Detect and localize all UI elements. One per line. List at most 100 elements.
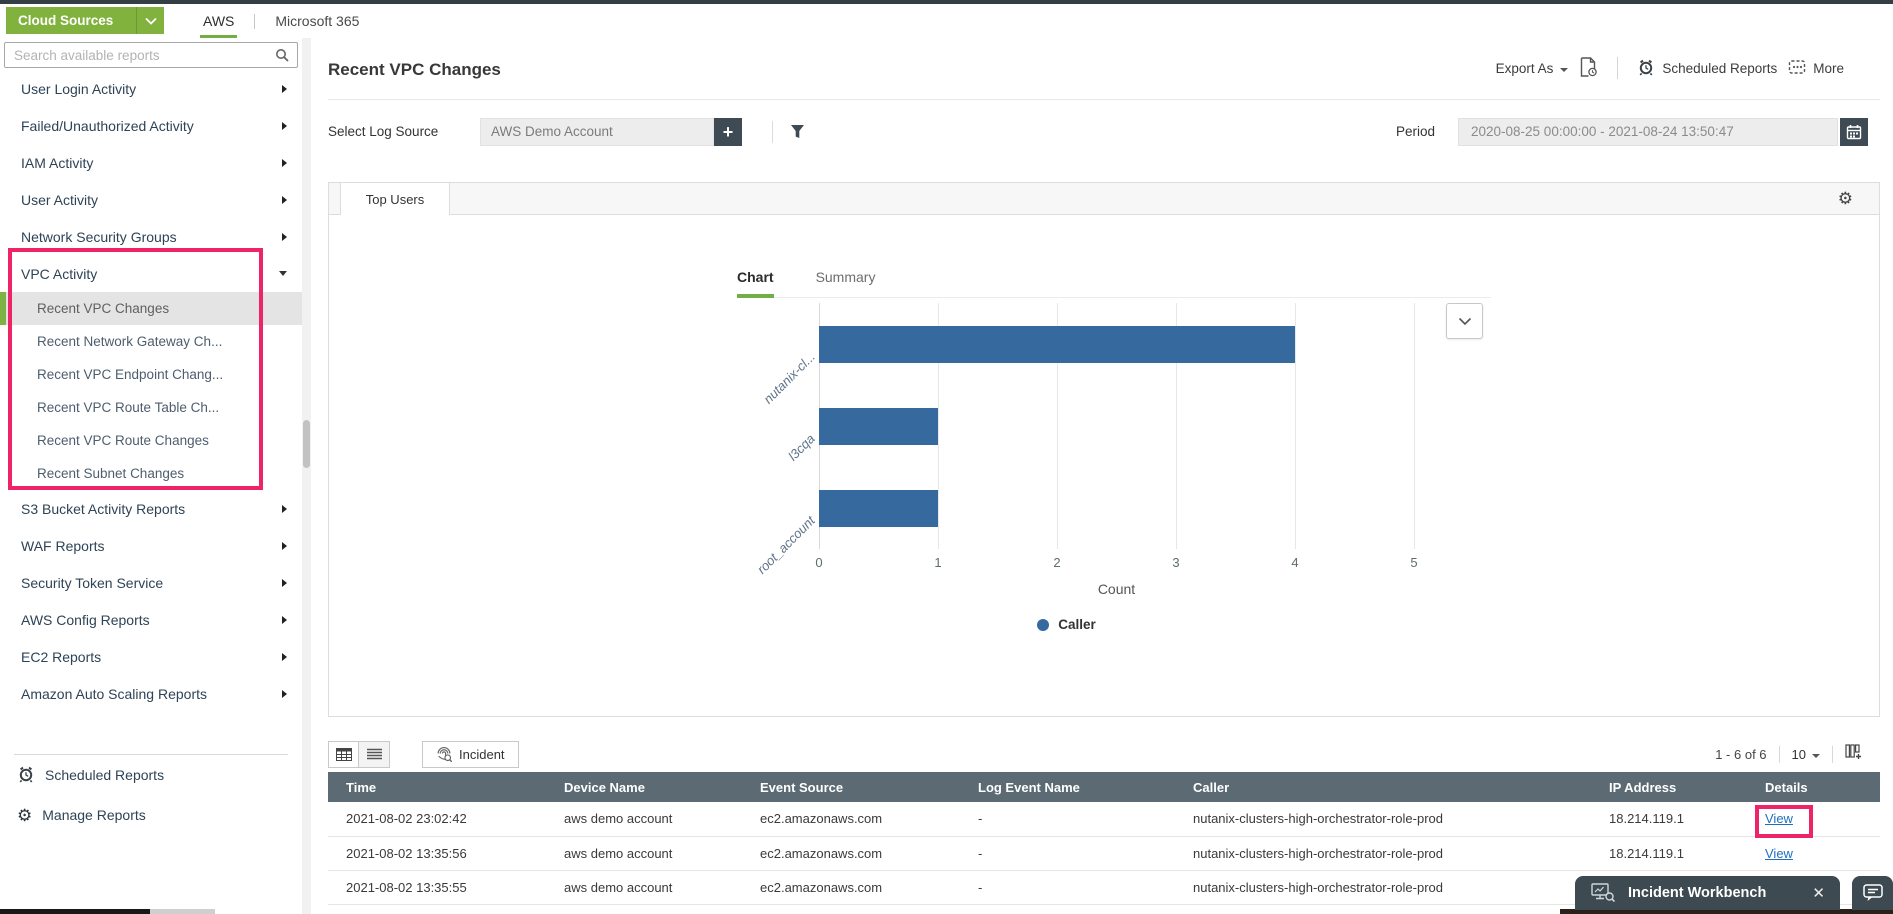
scheduled-reports-button[interactable]: Scheduled Reports (1637, 58, 1777, 79)
sidebar-manage-reports[interactable]: ⚙ Manage Reports (0, 795, 302, 835)
bar-l3cqa[interactable] (819, 407, 938, 445)
calendar-button[interactable] (1840, 118, 1868, 146)
period-value[interactable]: 2020-08-25 00:00:00 - 2021-08-24 13:50:4… (1458, 118, 1838, 146)
sidebar-item-security-token-service[interactable]: Security Token Service (0, 564, 302, 601)
sidebar-subitem-recent-subnet-changes[interactable]: Recent Subnet Changes (37, 466, 185, 481)
column-header-details[interactable]: Details (1747, 772, 1880, 802)
page-size-dropdown[interactable]: 10 (1792, 747, 1820, 762)
sidebar-item-label: EC2 Reports (21, 648, 102, 665)
x-tick-label: 1 (934, 555, 942, 570)
x-tick-label: 5 (1410, 555, 1418, 570)
sidebar-subitem-recent-vpc-changes[interactable]: Recent VPC Changes (0, 292, 302, 325)
header-rule (328, 99, 1880, 100)
cell-caller: nutanix-clusters-high-orchestrator-role-… (1175, 870, 1591, 905)
bar-root-account[interactable] (819, 489, 938, 527)
tab-aws[interactable]: AWS (199, 4, 238, 38)
panel-settings-gear-icon[interactable]: ⚙ (1837, 189, 1853, 208)
column-header-event-source[interactable]: Event Source (742, 772, 960, 802)
sidebar-item-aws-config-reports[interactable]: AWS Config Reports (0, 601, 302, 638)
tab-microsoft-365[interactable]: Microsoft 365 (275, 13, 360, 29)
incident-workbench-icon (1591, 883, 1615, 903)
search-icon[interactable] (274, 47, 290, 68)
grid-view-button[interactable] (329, 741, 359, 767)
tab-summary[interactable]: Summary (815, 269, 876, 285)
incident-button[interactable]: Incident (422, 740, 519, 768)
caret-down-icon (1560, 67, 1569, 76)
chevron-down-icon[interactable] (136, 7, 164, 34)
list-icon (366, 748, 382, 760)
sidebar-item-network-security-groups[interactable]: Network Security Groups (0, 218, 302, 255)
cell-ip-address: 18.214.119.1 (1591, 802, 1747, 837)
more-icon (1788, 59, 1806, 78)
caret-down-icon (1812, 753, 1820, 762)
search-input[interactable] (4, 42, 298, 68)
sidebar-item-failed-unauthorized-activity[interactable]: Failed/Unauthorized Activity (0, 107, 302, 144)
sidebar-scheduled-reports[interactable]: Scheduled Reports (0, 755, 302, 795)
column-header-time[interactable]: Time (328, 772, 546, 802)
taskbar-sliver-gray (150, 909, 215, 914)
sidebar-item-amazon-auto-scaling-reports[interactable]: Amazon Auto Scaling Reports (0, 675, 302, 712)
sidebar-scrollbar[interactable] (302, 38, 311, 914)
cloud-sources-button[interactable]: Cloud Sources (6, 7, 164, 34)
filter-divider (772, 121, 773, 143)
chart-legend[interactable]: Caller (737, 617, 1491, 632)
sidebar-subitem-recent-vpc-route-table-ch[interactable]: Recent VPC Route Table Ch... (37, 400, 220, 415)
column-header-caller[interactable]: Caller (1175, 772, 1591, 802)
sidebar-item-user-login-activity[interactable]: User Login Activity (0, 70, 302, 107)
more-button[interactable]: More (1788, 59, 1844, 78)
view-details-link[interactable]: View (1765, 811, 1793, 827)
column-header-device-name[interactable]: Device Name (546, 772, 742, 802)
sidebar-item-ec2-reports[interactable]: EC2 Reports (0, 638, 302, 675)
scrollbar-thumb[interactable] (303, 420, 310, 468)
log-source-value[interactable]: AWS Demo Account (480, 118, 714, 146)
column-header-log-event-name[interactable]: Log Event Name (960, 772, 1175, 802)
sidebar-item-vpc-activity[interactable]: VPC Activity (0, 255, 302, 292)
pagination-range: 1 - 6 of 6 (1715, 746, 1767, 762)
chart-view-tabs: Chart Summary (737, 269, 1491, 298)
cell-log-event-name: - (960, 836, 1175, 871)
sidebar-item-label: Amazon Auto Scaling Reports (21, 685, 207, 702)
tab-top-users[interactable]: Top Users (340, 183, 450, 215)
log-source-label: Select Log Source (328, 124, 439, 139)
collapse-chart-button[interactable] (1446, 303, 1483, 339)
sidebar-item-waf-reports[interactable]: WAF Reports (0, 527, 302, 564)
taskbar-sliver-right (1560, 909, 1893, 914)
report-actions: Export As Scheduled Reports More (1496, 54, 1844, 82)
toolbar-divider (1778, 745, 1780, 763)
x-axis-ticks: 0 1 2 3 4 5 (815, 555, 1418, 571)
export-as-dropdown[interactable]: Export As (1496, 61, 1569, 76)
column-chooser-icon[interactable] (1845, 744, 1862, 764)
cell-device-name: aws demo account (546, 836, 742, 871)
cell-time: 2021-08-02 13:35:56 (328, 836, 546, 871)
category-label: nutanix-cl... (759, 348, 818, 407)
add-log-source-button[interactable]: + (714, 118, 742, 146)
alarm-clock-icon (1637, 58, 1655, 79)
sidebar-subitem-recent-vpc-endpoint-chang[interactable]: Recent VPC Endpoint Chang... (37, 367, 224, 382)
chevron-right-icon (282, 541, 287, 550)
bar-nutanix-cl[interactable] (819, 325, 1295, 363)
column-header-ip-address[interactable]: IP Address (1591, 772, 1747, 802)
incident-workbench-bar[interactable]: Incident Workbench ✕ (1575, 876, 1840, 910)
cell-log-event-name: - (960, 870, 1175, 905)
cell-details: View (1747, 802, 1880, 837)
chat-button[interactable] (1852, 876, 1893, 910)
close-icon[interactable]: ✕ (1812, 885, 1825, 902)
sidebar-item-user-activity[interactable]: User Activity (0, 181, 302, 218)
sidebar-item-iam-activity[interactable]: IAM Activity (0, 144, 302, 181)
chevron-right-icon (282, 232, 287, 241)
bar-row: l3cqa (785, 385, 1414, 467)
list-view-button[interactable] (359, 742, 389, 767)
sidebar-item-label: Failed/Unauthorized Activity (21, 117, 194, 134)
filter-funnel-icon[interactable] (790, 124, 805, 144)
sidebar-subitem-recent-network-gateway-ch[interactable]: Recent Network Gateway Ch... (37, 334, 223, 349)
view-details-link[interactable]: View (1765, 845, 1793, 861)
tab-chart[interactable]: Chart (737, 269, 774, 298)
cell-time: 2021-08-02 13:35:55 (328, 870, 546, 905)
chevron-right-icon (282, 84, 287, 93)
export-schedule-icon[interactable] (1579, 56, 1598, 80)
sidebar-item-s3-bucket-activity-reports[interactable]: S3 Bucket Activity Reports (0, 490, 302, 527)
chevron-right-icon (282, 652, 287, 661)
report-main: Recent VPC Changes Export As Scheduled R… (312, 38, 1893, 914)
sidebar-subitem-recent-vpc-route-changes[interactable]: Recent VPC Route Changes (37, 433, 209, 448)
gridline (938, 303, 939, 549)
